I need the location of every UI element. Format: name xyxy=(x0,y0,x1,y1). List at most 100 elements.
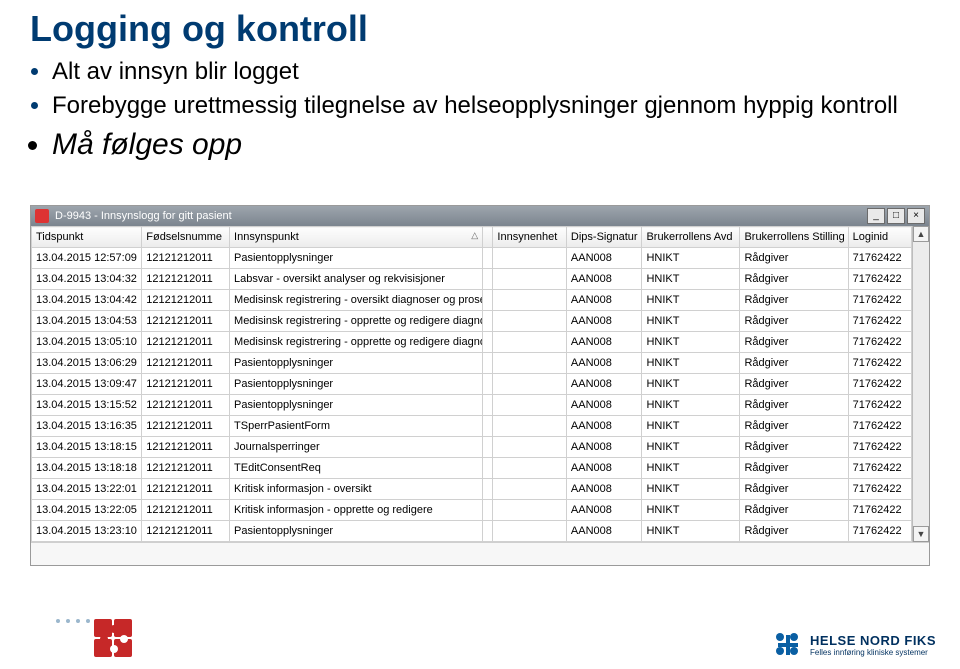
table-cell: HNIKT xyxy=(642,479,740,500)
table-cell: HNIKT xyxy=(642,458,740,479)
table-row[interactable]: 13.04.2015 13:05:1012121212011Medisinsk … xyxy=(32,332,912,353)
table-cell xyxy=(483,458,493,479)
table-row[interactable]: 13.04.2015 13:15:5212121212011Pasientopp… xyxy=(32,395,912,416)
table-row[interactable]: 13.04.2015 13:18:1512121212011Journalspe… xyxy=(32,437,912,458)
table-cell xyxy=(483,437,493,458)
table-cell: Pasientopplysninger xyxy=(230,374,483,395)
vertical-scrollbar[interactable]: ▲ ▼ xyxy=(912,226,929,542)
col-innsynenhet[interactable]: Innsynenhet xyxy=(493,227,567,248)
table-cell: Pasientopplysninger xyxy=(230,395,483,416)
table-cell: Kritisk informasjon - oversikt xyxy=(230,479,483,500)
minimize-button[interactable]: _ xyxy=(867,208,885,224)
table-cell: Pasientopplysninger xyxy=(230,248,483,269)
table-cell: 13.04.2015 13:04:42 xyxy=(32,290,142,311)
table-row[interactable]: 13.04.2015 12:57:0912121212011Pasientopp… xyxy=(32,248,912,269)
col-brukerrollens-stilling[interactable]: Brukerrollens Stilling xyxy=(740,227,848,248)
table-cell xyxy=(493,290,567,311)
col-spacer[interactable] xyxy=(483,227,493,248)
table-row[interactable]: 13.04.2015 13:22:0512121212011Kritisk in… xyxy=(32,500,912,521)
table-cell: Labsvar - oversikt analyser og rekvisisj… xyxy=(230,269,483,290)
col-fodselsnummer[interactable]: Fødselsnumme xyxy=(142,227,230,248)
table-cell: AAN008 xyxy=(566,416,642,437)
table-cell: 71762422 xyxy=(848,416,911,437)
table-cell: 12121212011 xyxy=(142,269,230,290)
brand-tagline: Felles innføring kliniske systemer xyxy=(810,648,936,657)
table-cell: 12121212011 xyxy=(142,521,230,542)
table-cell: 12121212011 xyxy=(142,500,230,521)
table-row[interactable]: 13.04.2015 13:23:1012121212011Pasientopp… xyxy=(32,521,912,542)
table-header-row: Tidspunkt Fødselsnumme Innsynspunkt△ Inn… xyxy=(32,227,912,248)
table-cell: HNIKT xyxy=(642,332,740,353)
close-button[interactable]: × xyxy=(907,208,925,224)
bullet-2: Forebygge urettmessig tilegnelse av hels… xyxy=(52,90,930,122)
table-cell: 12121212011 xyxy=(142,479,230,500)
table-row[interactable]: 13.04.2015 13:18:1812121212011TEditConse… xyxy=(32,458,912,479)
col-brukerrollens-avd[interactable]: Brukerrollens Avd xyxy=(642,227,740,248)
scroll-down-button[interactable]: ▼ xyxy=(913,526,929,542)
table-cell: 13.04.2015 13:05:10 xyxy=(32,332,142,353)
table-cell: 12121212011 xyxy=(142,437,230,458)
table-cell: 12121212011 xyxy=(142,311,230,332)
scroll-track[interactable] xyxy=(913,242,929,526)
table-row[interactable]: 13.04.2015 13:04:3212121212011Labsvar - … xyxy=(32,269,912,290)
table-cell xyxy=(483,311,493,332)
table-cell: 13.04.2015 13:04:32 xyxy=(32,269,142,290)
table-cell: 13.04.2015 13:22:05 xyxy=(32,500,142,521)
table-cell: Journalsperringer xyxy=(230,437,483,458)
table-cell xyxy=(493,311,567,332)
table-cell: HNIKT xyxy=(642,521,740,542)
table-cell: 71762422 xyxy=(848,395,911,416)
table-cell: TSperrPasientForm xyxy=(230,416,483,437)
table-cell xyxy=(493,479,567,500)
table-cell: 13.04.2015 13:16:35 xyxy=(32,416,142,437)
table-row[interactable]: 13.04.2015 13:06:2912121212011Pasientopp… xyxy=(32,353,912,374)
table-cell: Rådgiver xyxy=(740,374,848,395)
table-cell xyxy=(483,353,493,374)
table-cell: AAN008 xyxy=(566,437,642,458)
table-cell xyxy=(493,437,567,458)
table-cell: 71762422 xyxy=(848,437,911,458)
table-cell: 12121212011 xyxy=(142,395,230,416)
table-cell: 71762422 xyxy=(848,521,911,542)
table-cell: AAN008 xyxy=(566,395,642,416)
table-cell: Rådgiver xyxy=(740,332,848,353)
table-cell xyxy=(493,500,567,521)
table-cell: AAN008 xyxy=(566,311,642,332)
window-titlebar[interactable]: D-9943 - Innsynslogg for gitt pasient _ … xyxy=(31,206,929,226)
table-cell: Rådgiver xyxy=(740,269,848,290)
table-cell: Rådgiver xyxy=(740,353,848,374)
table-cell xyxy=(483,332,493,353)
table-cell xyxy=(483,248,493,269)
bullet-3: Må følges opp xyxy=(52,125,930,166)
table-cell: Rådgiver xyxy=(740,479,848,500)
maximize-button[interactable]: □ xyxy=(887,208,905,224)
table-row[interactable]: 13.04.2015 13:16:3512121212011TSperrPasi… xyxy=(32,416,912,437)
table-cell: Pasientopplysninger xyxy=(230,521,483,542)
scroll-up-button[interactable]: ▲ xyxy=(913,226,929,242)
col-dips-signatur[interactable]: Dips-Signatur xyxy=(566,227,642,248)
table-cell: AAN008 xyxy=(566,458,642,479)
brand-mark-icon xyxy=(774,631,802,659)
table-row[interactable]: 13.04.2015 13:22:0112121212011Kritisk in… xyxy=(32,479,912,500)
table-cell: HNIKT xyxy=(642,437,740,458)
table-cell: HNIKT xyxy=(642,290,740,311)
table-cell: 12121212011 xyxy=(142,332,230,353)
brand-logo: HELSE NORD FIKS Felles innføring klinisk… xyxy=(774,631,936,659)
table-row[interactable]: 13.04.2015 13:04:4212121212011Medisinsk … xyxy=(32,290,912,311)
table-cell: 12121212011 xyxy=(142,458,230,479)
table-cell: Rådgiver xyxy=(740,437,848,458)
table-cell: HNIKT xyxy=(642,395,740,416)
table-cell xyxy=(493,332,567,353)
table-cell: 71762422 xyxy=(848,269,911,290)
col-innsynspunkt[interactable]: Innsynspunkt△ xyxy=(230,227,483,248)
table-cell xyxy=(483,416,493,437)
puzzle-icon xyxy=(92,617,136,661)
table-row[interactable]: 13.04.2015 13:09:4712121212011Pasientopp… xyxy=(32,374,912,395)
bullet-list: Alt av innsyn blir logget Forebygge uret… xyxy=(30,56,930,165)
log-table[interactable]: Tidspunkt Fødselsnumme Innsynspunkt△ Inn… xyxy=(31,226,912,542)
col-tidspunkt[interactable]: Tidspunkt xyxy=(32,227,142,248)
table-row[interactable]: 13.04.2015 13:04:5312121212011Medisinsk … xyxy=(32,311,912,332)
table-cell: AAN008 xyxy=(566,332,642,353)
col-loginid[interactable]: Loginid xyxy=(848,227,911,248)
table-cell xyxy=(493,248,567,269)
